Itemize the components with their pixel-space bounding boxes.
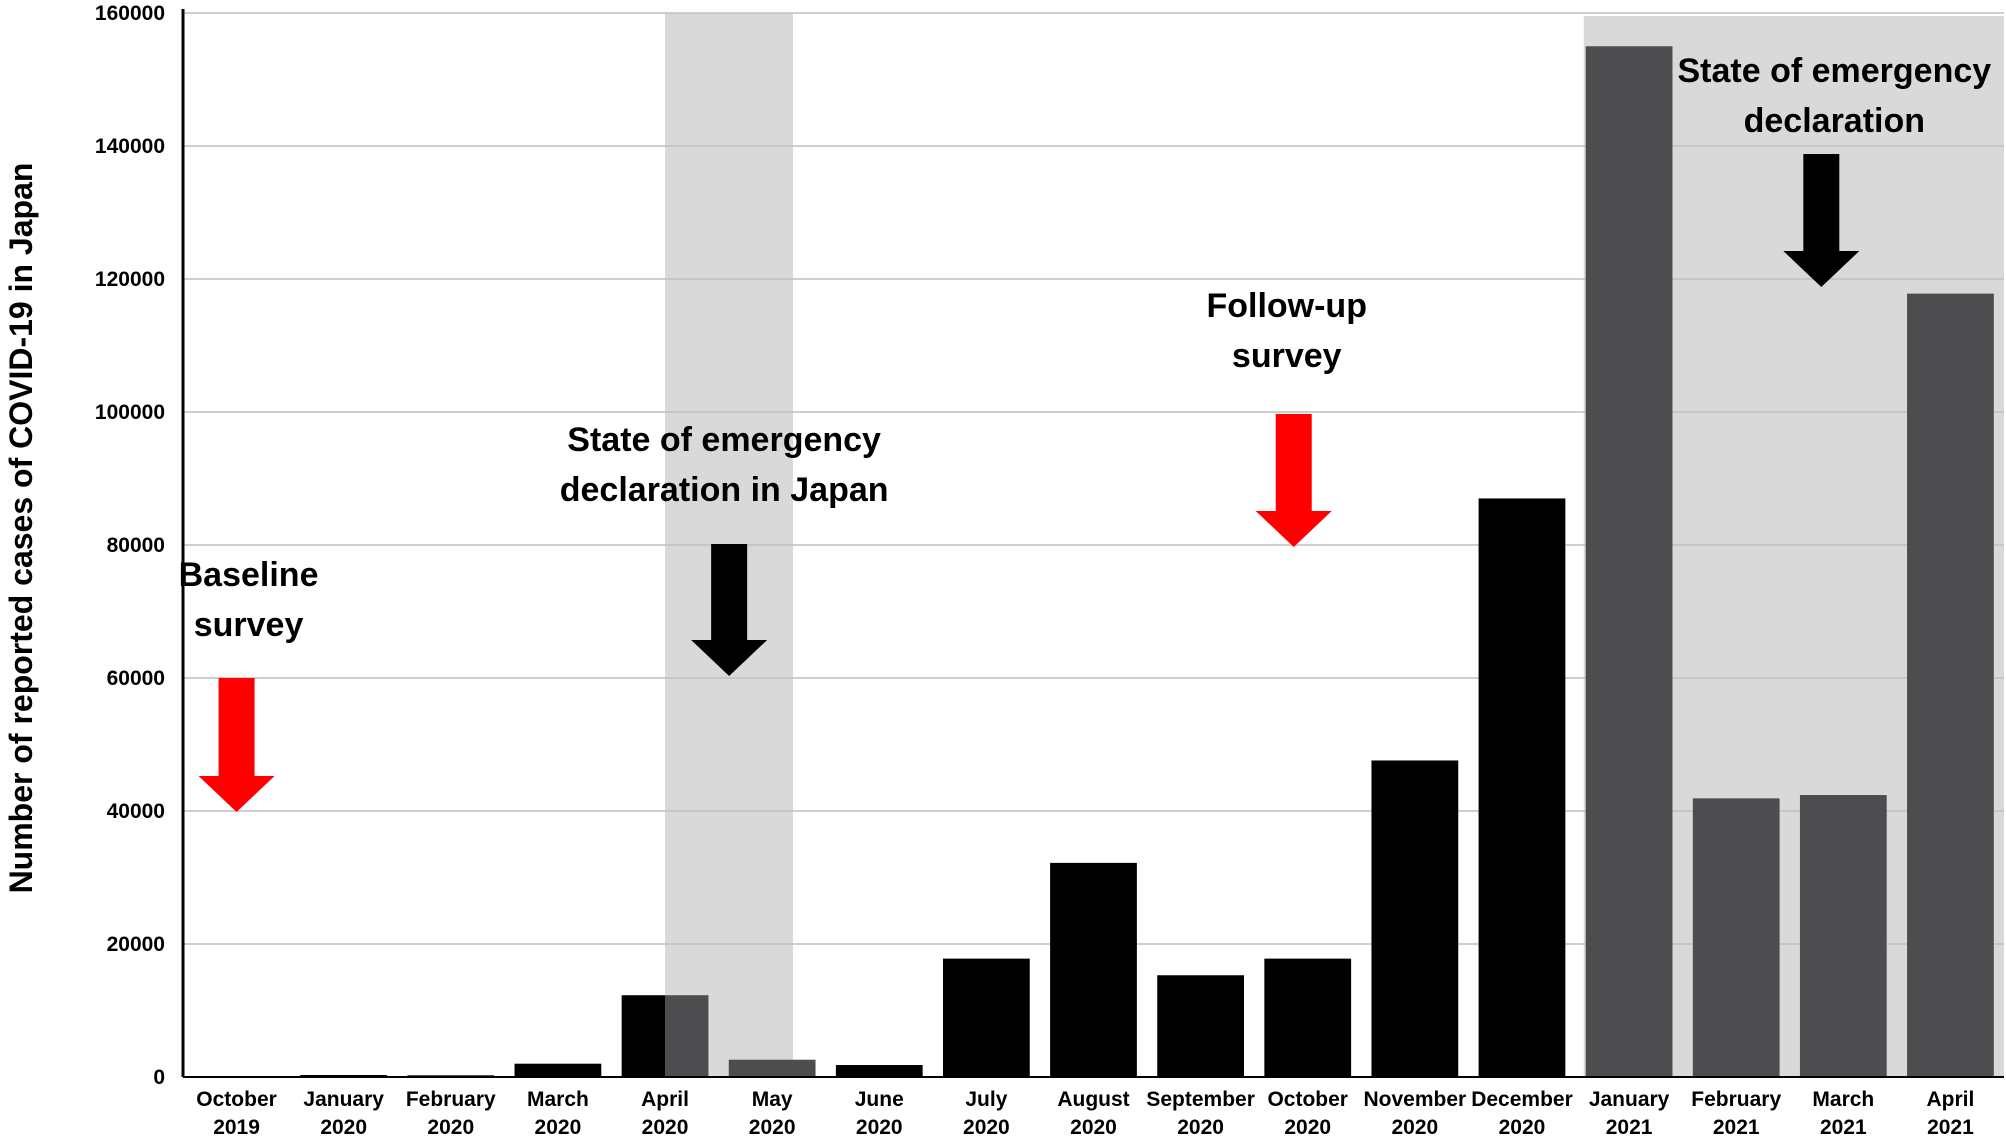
bar-segment [728,1059,816,1077]
y-tick-label: 140000 [95,135,165,158]
bar-7 [942,958,1030,1077]
x-tick-label: 2020 [535,1116,582,1139]
bar-16 [1907,293,1994,1077]
black-arrow-icon [691,544,768,676]
bar-4 [621,995,709,1077]
y-tick-label: 120000 [95,268,165,291]
axis-layer [181,9,2004,1078]
annotation-text: State of emergency [567,421,881,459]
y-tick-label: 40000 [107,800,165,823]
black-arrow-icon [1783,154,1860,287]
bar-14 [1692,798,1780,1077]
x-tick-label: 2021 [1606,1116,1653,1139]
x-tick-label: March [1812,1088,1874,1111]
annotation-text: declaration in Japan [560,471,889,509]
x-tick-label: April [641,1088,689,1111]
x-tick-label: August [1057,1088,1129,1111]
y-tick-label: 60000 [107,667,165,690]
x-tick-label: January [303,1088,384,1111]
bar-segment [621,995,666,1077]
x-tick-label: 2020 [1284,1116,1331,1139]
x-tick-label: November [1364,1088,1467,1111]
red-arrow-icon [1255,414,1332,547]
annotations: Baseline survey State of emergency declarat… [179,52,1991,812]
grid-layer [183,12,2004,945]
x-tick-label: 2020 [320,1116,367,1139]
x-tick-label: 2020 [642,1116,689,1139]
x-tick-label: September [1146,1088,1255,1111]
x-tick-label: October [196,1088,277,1111]
x-tick-label: February [1691,1088,1781,1111]
bar-9 [1157,975,1245,1077]
bar-15 [1799,795,1887,1077]
annotation-text: declaration [1744,102,1925,140]
annotation-text: survey [194,606,304,644]
annotation-4: State of emergency declaration [1677,52,1991,287]
bar-12 [1478,498,1566,1077]
annotation-text: State of emergency [1677,52,1991,90]
bar-11 [1371,760,1459,1077]
bar-8 [1050,862,1137,1077]
bar-6 [835,1065,923,1077]
annotation-2: State of emergency declaration in Japan [560,421,889,676]
x-tick-label: 2020 [1070,1116,1117,1139]
y-tick-label: 160000 [95,2,165,25]
annotation-text: Baseline [179,556,319,594]
bar-segment [665,995,709,1077]
x-tick-label: 2021 [1820,1116,1867,1139]
bar-13 [1585,46,1673,1077]
x-tick-label: December [1471,1088,1573,1111]
x-tick-label: April [1927,1088,1975,1111]
x-tick-label: March [527,1088,589,1111]
x-tick-label: October [1267,1088,1348,1111]
bar-10 [1264,958,1352,1077]
annotation-1: Baseline survey [179,556,319,812]
x-tick-label: 2021 [1927,1116,1974,1139]
y-tick-label: 100000 [95,401,165,424]
bar-3 [514,1063,602,1077]
x-tick-label: 2019 [213,1116,260,1139]
y-tick-labels: 0 20000 40000 60000 80000 100000 120000 140000 1… [95,2,165,1089]
x-tick-label: May [752,1088,793,1111]
x-tick-label: 2020 [749,1116,796,1139]
y-axis-label: Number of reported cases of COVID-19 in … [3,163,39,894]
bar-5 [728,1059,816,1077]
x-tick-label: January [1589,1088,1670,1111]
x-tick-label: 2020 [427,1116,474,1139]
annotation-text: survey [1232,337,1342,375]
x-tick-label: 2020 [1391,1116,1438,1139]
bar-layer [300,46,1994,1077]
y-tick-label: 80000 [107,534,165,557]
x-tick-label: 2020 [963,1116,1010,1139]
x-tick-label: 2020 [856,1116,903,1139]
annotation-text: Follow-up [1206,287,1367,325]
x-tick-label: 2021 [1713,1116,1760,1139]
y-tick-label: 0 [153,1066,165,1089]
annotation-3: Follow-up survey [1206,287,1367,547]
x-tick-labels: October 2019 January 2020 February 2020 March 2… [196,1088,1974,1139]
x-tick-label: July [965,1088,1007,1111]
x-tick-label: 2020 [1499,1116,1546,1139]
x-tick-label: June [855,1088,904,1111]
x-tick-label: February [406,1088,496,1111]
red-arrow-icon [198,678,275,812]
x-tick-label: 2020 [1177,1116,1224,1139]
y-tick-label: 20000 [107,933,165,956]
